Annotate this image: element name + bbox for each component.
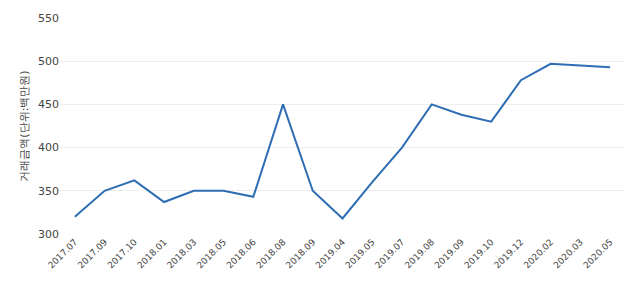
svg-text:2017.07: 2017.07 (46, 237, 79, 270)
svg-text:2019.04: 2019.04 (314, 237, 348, 271)
svg-text:2019.09: 2019.09 (433, 237, 467, 271)
svg-text:2020.02: 2020.02 (522, 237, 555, 270)
svg-text:2017.09: 2017.09 (76, 237, 110, 271)
svg-text:550: 550 (38, 12, 59, 25)
svg-text:350: 350 (38, 185, 59, 198)
svg-text:2019.12: 2019.12 (492, 237, 525, 270)
svg-text:2017.10: 2017.10 (106, 237, 140, 271)
svg-text:2020.05: 2020.05 (581, 237, 614, 270)
svg-text:2018.09: 2018.09 (284, 237, 318, 271)
svg-text:거래금액(단위:백만원): 거래금액(단위:백만원) (18, 70, 31, 181)
svg-text:400: 400 (38, 141, 59, 154)
svg-text:2018.03: 2018.03 (165, 237, 198, 270)
svg-text:2019.08: 2019.08 (403, 237, 437, 271)
svg-text:2018.08: 2018.08 (254, 237, 288, 271)
svg-text:450: 450 (38, 98, 59, 111)
svg-text:300: 300 (38, 228, 59, 241)
svg-text:2018.01: 2018.01 (135, 237, 168, 270)
svg-text:2020.03: 2020.03 (552, 237, 585, 270)
svg-text:2019.05: 2019.05 (343, 237, 376, 270)
svg-text:2018.06: 2018.06 (224, 237, 258, 271)
svg-text:2019.10: 2019.10 (462, 237, 496, 271)
svg-text:2018.05: 2018.05 (195, 237, 228, 270)
svg-text:2019.07: 2019.07 (373, 237, 406, 270)
svg-text:500: 500 (38, 55, 59, 68)
